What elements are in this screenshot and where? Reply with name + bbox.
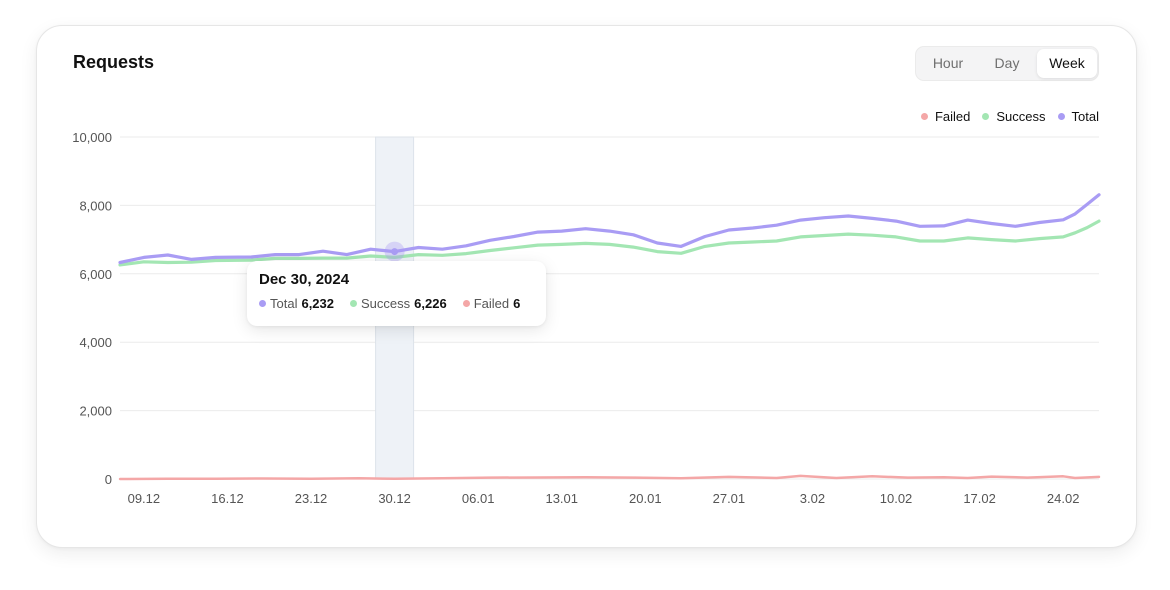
tooltip-total-value: 6,232 (301, 296, 335, 311)
tooltip-total: Total 6,232 (259, 296, 334, 311)
y-tick-label-0: 0 (105, 472, 112, 487)
tooltip-success: Success 6,226 (350, 296, 447, 311)
y-tick-label-3: 6,000 (79, 267, 112, 282)
card-title: Requests (73, 52, 155, 72)
tooltip-failed-value: 6 (513, 296, 521, 311)
x-tick-label-6: 20.01 (629, 491, 662, 506)
series-line-total (118, 193, 1101, 265)
range-option-week[interactable]: Week (1037, 49, 1097, 78)
range-selector: Hour Day Week (915, 46, 1099, 81)
tooltip-total-dot (259, 300, 266, 307)
x-tick-label-0: 09.12 (128, 491, 161, 506)
x-tick-label-7: 27.01 (713, 491, 746, 506)
legend-label-success: Success (996, 109, 1046, 124)
legend-dot-failed (920, 113, 928, 120)
x-tick-label-10: 17.02 (963, 491, 996, 506)
tooltip-total-label: Total (270, 296, 298, 311)
chart-legend: Failed Success Total (920, 109, 1099, 124)
tooltip-success-value: 6,226 (414, 296, 447, 311)
tooltip-failed-dot (462, 300, 470, 307)
x-tick-label-5: 13.01 (545, 491, 578, 506)
y-tick-label-2: 4,000 (79, 335, 112, 350)
x-tick-label-8: 3.02 (800, 491, 825, 506)
x-tick-label-9: 10.02 (880, 491, 913, 506)
legend-item-total[interactable]: Total (1057, 109, 1099, 124)
tooltip-date: Dec 30, 2024 (259, 271, 350, 288)
x-tick-label-1: 16.12 (211, 491, 244, 506)
legend-dot-success (982, 113, 990, 120)
range-option-day[interactable]: Day (994, 55, 1020, 71)
x-tick-label-2: 23.12 (295, 491, 328, 506)
tooltip-failed: Failed 6 (462, 296, 521, 311)
x-tick-label-4: 06.01 (462, 491, 495, 506)
x-tick-label-11: 24.02 (1047, 491, 1080, 506)
x-tick-label-3: 30.12 (378, 491, 411, 506)
range-option-hour[interactable]: Hour (932, 55, 964, 71)
legend-item-success[interactable]: Success (982, 109, 1046, 124)
tooltip-values: Total 6,232 Success 6,226 Failed 6 (259, 296, 534, 311)
legend-label-total: Total (1071, 109, 1099, 124)
y-tick-label-5: 10,000 (72, 130, 112, 145)
tooltip-failed-label: Failed (473, 296, 510, 311)
tooltip-success-dot (350, 300, 358, 307)
tooltip-success-label: Success (361, 296, 411, 311)
legend-label-failed: Failed (934, 109, 971, 124)
series-line-success (118, 219, 1101, 267)
hover-point (391, 248, 399, 256)
chart-tooltip: Dec 30, 2024 Total 6,232 Success 6,226 F… (247, 261, 546, 326)
y-tick-label-4: 8,000 (79, 198, 112, 213)
legend-dot-total (1057, 113, 1065, 120)
requests-card (36, 25, 1137, 548)
y-tick-label-1: 2,000 (79, 404, 112, 419)
legend-item-failed[interactable]: Failed (920, 109, 971, 124)
series-line-failed (118, 474, 1101, 481)
